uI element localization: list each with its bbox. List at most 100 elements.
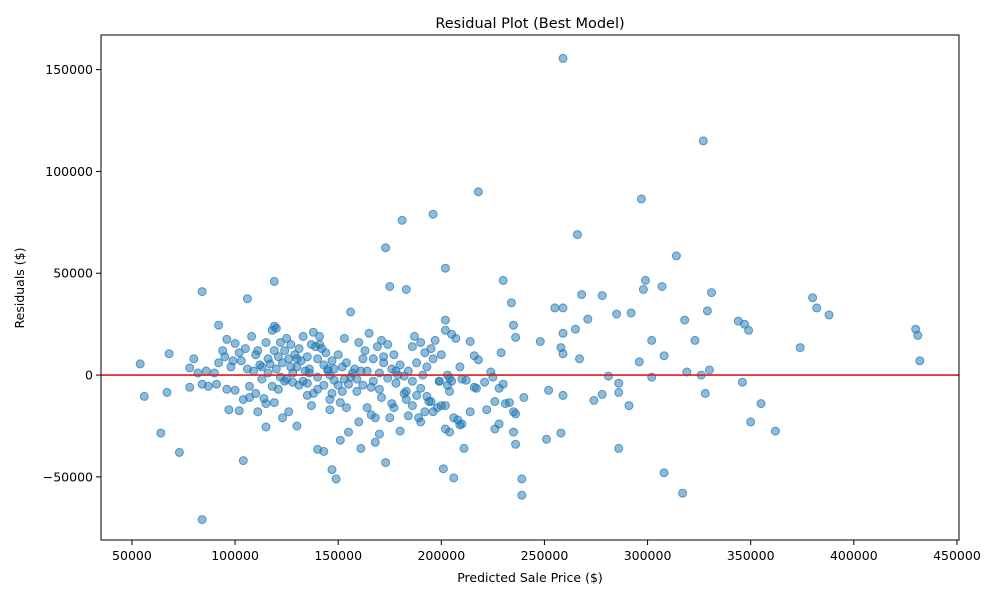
data-point [389, 403, 399, 413]
data-point [455, 362, 465, 372]
data-point [451, 333, 461, 343]
data-point [261, 399, 271, 409]
data-point [558, 53, 568, 63]
data-point [445, 373, 455, 383]
data-point [511, 439, 521, 449]
data-point [457, 419, 467, 429]
data-point [612, 309, 622, 319]
scatter-points [135, 53, 925, 525]
data-point [469, 382, 479, 392]
data-point [517, 490, 527, 500]
data-point [201, 366, 211, 376]
data-point [626, 308, 636, 318]
data-point [457, 374, 467, 384]
data-point [558, 303, 568, 313]
data-point [434, 376, 444, 386]
data-point [368, 376, 378, 386]
data-point [614, 387, 624, 397]
data-point [436, 350, 446, 360]
data-point [230, 385, 240, 395]
data-point [331, 474, 341, 484]
data-point [333, 380, 343, 390]
data-point [368, 354, 378, 364]
data-point [240, 344, 250, 354]
data-point [346, 307, 356, 317]
data-point [377, 335, 386, 345]
data-point [542, 434, 551, 444]
data-point [445, 427, 455, 437]
data-point [558, 349, 568, 359]
data-point [519, 393, 529, 402]
data-point [214, 358, 224, 368]
data-point [558, 390, 568, 400]
data-point [341, 358, 351, 368]
data-point [407, 401, 417, 411]
data-point [636, 194, 646, 204]
data-point [282, 333, 292, 343]
data-point [294, 380, 304, 390]
data-point [230, 339, 240, 348]
y-tick-label: 0 [85, 368, 93, 383]
data-point [385, 282, 395, 291]
data-point [245, 393, 254, 402]
data-point [403, 411, 413, 421]
data-point [509, 320, 518, 330]
data-point [261, 338, 271, 347]
x-axis-ticks: 50000 100000 150000 200000 250000 300000 35000… [112, 540, 981, 563]
data-point [156, 428, 166, 438]
data-point [465, 337, 475, 346]
data-point [395, 426, 405, 436]
data-point [261, 422, 271, 432]
data-point [671, 251, 681, 261]
data-point [544, 385, 554, 395]
x-tick-label: 150000 [314, 548, 362, 563]
data-point [535, 337, 545, 346]
chart-title: Residual Plot (Best Model) [435, 16, 624, 32]
data-point [362, 403, 372, 413]
data-point [269, 346, 279, 356]
data-point [278, 413, 287, 423]
x-tick-label: 200000 [417, 548, 465, 563]
data-point [509, 427, 518, 437]
plot-frame [100, 34, 960, 541]
data-point [420, 407, 430, 417]
data-point [197, 287, 207, 297]
data-point [690, 335, 700, 345]
x-tick-label: 350000 [727, 548, 775, 563]
data-point [306, 401, 316, 411]
data-point [234, 406, 244, 416]
x-tick-label: 250000 [521, 548, 569, 563]
data-point [356, 443, 366, 453]
data-point [253, 346, 263, 356]
data-point [308, 327, 318, 337]
data-point [354, 417, 364, 427]
data-point [257, 374, 267, 384]
data-point [284, 407, 294, 417]
data-point [251, 388, 261, 398]
data-point [482, 405, 492, 415]
data-point [824, 310, 834, 320]
data-point [381, 243, 391, 253]
data-point [490, 424, 500, 434]
data-point [659, 351, 669, 361]
data-point [236, 356, 246, 366]
data-point [659, 468, 669, 478]
data-point [294, 344, 304, 354]
data-point [335, 398, 345, 408]
data-point [189, 354, 199, 364]
data-point [341, 403, 351, 413]
data-point [426, 344, 436, 354]
data-point [641, 275, 650, 285]
data-point [416, 383, 426, 393]
data-point [795, 343, 805, 353]
data-point [459, 443, 469, 453]
data-point [550, 303, 560, 313]
data-point [325, 405, 335, 415]
data-point [440, 325, 450, 335]
data-point [407, 342, 417, 352]
data-point [678, 488, 688, 498]
data-point [426, 397, 436, 406]
data-point [379, 352, 389, 362]
data-point [383, 340, 393, 349]
data-point [407, 376, 417, 386]
